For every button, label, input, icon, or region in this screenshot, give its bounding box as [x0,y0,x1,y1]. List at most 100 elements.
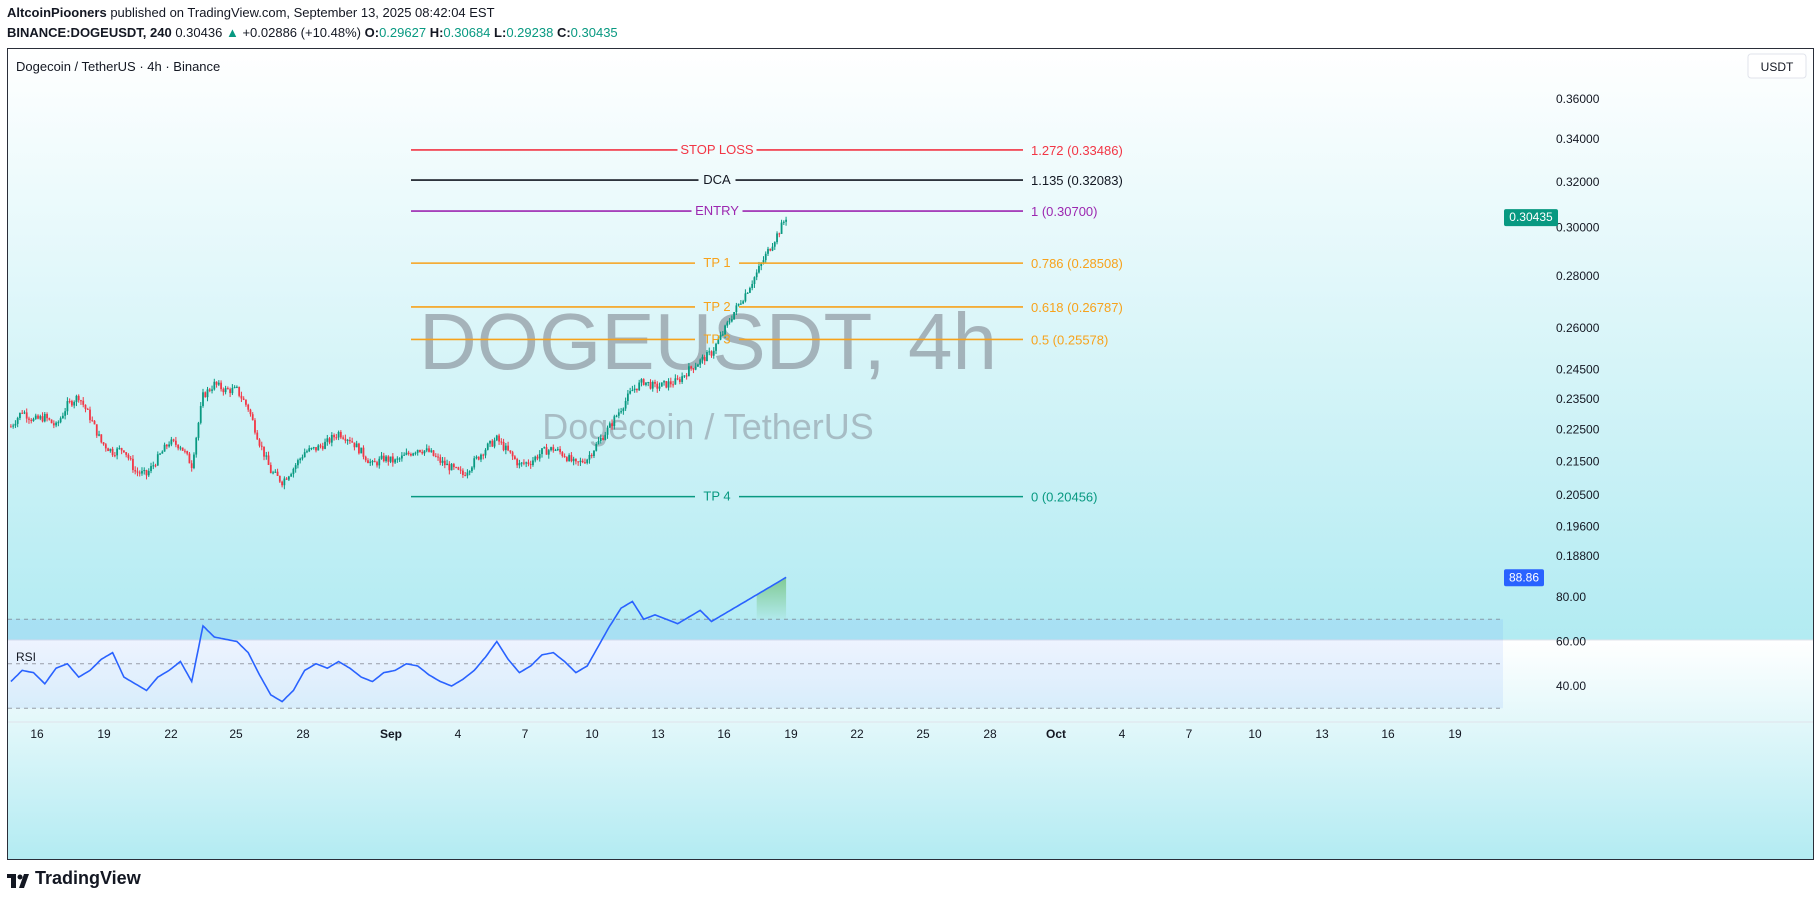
candle-body [572,458,575,462]
candle-body [724,325,726,335]
candle-body [737,303,740,306]
candle-body [640,379,643,383]
candle-body [10,426,12,428]
candle-body [482,454,485,456]
candle-body [41,416,44,422]
main-pane-bg [8,49,1813,640]
rsi-label[interactable]: RSI [16,650,36,664]
chart-frame[interactable]: DOGEUSDT, 4h Dogecoin / TetherUS STOP LO… [7,48,1814,860]
candle-body [287,476,290,480]
candle-body [120,448,123,451]
candle-body [518,463,521,466]
candle-body [771,246,774,251]
candle-body [116,448,119,456]
candle-body [303,452,306,458]
candle-body [473,458,476,468]
candle-body [550,447,552,451]
candle-body [174,440,177,445]
candle-body [642,379,645,385]
candle-body [434,455,437,457]
candle-body [141,471,143,474]
candle-body [742,301,745,304]
candles-layer [10,216,787,490]
candle-body [125,452,128,455]
candle-body [186,451,189,454]
candle-body [480,454,482,460]
chart-canvas[interactable]: DOGEUSDT, 4h Dogecoin / TetherUS STOP LO… [8,49,1814,860]
candle-body [217,382,220,385]
candle-body [577,461,580,463]
candle-body [267,455,270,465]
publish-text: published on TradingView.com, September … [110,5,495,20]
price-axis-label: 0.30000 [1556,220,1600,234]
candle-body [147,471,150,476]
rsi-axis-label: 80.00 [1556,590,1586,604]
candle-body [425,448,428,451]
candle-body [645,382,647,385]
candle-body [541,448,543,455]
candle-body [213,381,216,390]
candle-body [532,460,534,465]
candle-body [373,461,376,463]
candle-body [159,453,161,455]
candle-body [371,461,374,463]
fib-level-value: 1.135 (0.32083) [1031,173,1123,188]
candle-body [251,414,254,421]
candle-body [265,455,268,457]
candle-body [190,463,193,469]
candle-body [669,381,672,385]
candle-body [654,381,656,384]
pane-title: Dogecoin / TetherUS · 4h · Binance [16,59,220,74]
candle-body [500,441,503,443]
candle-body [161,451,164,454]
candle-body [263,446,265,457]
publisher-name[interactable]: AltcoinPiooners [7,5,107,20]
candle-body [649,381,652,389]
rsi-overbought-fill [756,577,787,620]
price-axis-label: 0.23500 [1556,392,1600,406]
time-axis-label: 25 [916,727,930,741]
candle-body [475,456,478,459]
tradingview-logo[interactable]: TradingView [7,868,141,889]
candle-body [575,458,577,462]
rsi-layer [8,576,1503,709]
candle-body [599,437,602,442]
fib-levels-layer[interactable]: STOP LOSS 1.272 (0.33486) DCA 1.135 (0.3208… [411,142,1123,505]
price-axis-label: 0.24500 [1556,363,1600,377]
open-label: O: [364,25,380,40]
candle-body [595,444,598,451]
candle-body [229,389,232,394]
candle-body [708,351,711,353]
candle-body [349,439,351,442]
candle-body [626,393,629,402]
candle-body [590,454,593,457]
candle-body [50,419,53,424]
low-value: 0.29238 [506,25,554,40]
candle-body [150,466,152,472]
time-axis-label: 19 [97,727,111,741]
candle-body [739,303,742,305]
candle-body [556,448,559,451]
brand-name: TradingView [35,868,141,888]
candle-body [19,412,21,418]
candle-body [466,472,469,476]
candle-body [43,413,46,422]
time-axis-label: 28 [296,727,310,741]
candle-body [462,470,464,476]
candle-body [16,417,19,424]
time-axis-label: 16 [30,727,44,741]
currency-button[interactable]: USDT [1747,53,1807,79]
fib-level-value: 0.618 (0.26787) [1031,300,1123,315]
candle-body [95,424,98,436]
candle-body [333,435,335,438]
candle-body [23,412,26,414]
candle-body [156,454,159,466]
candle-body [389,456,392,462]
price-axis-label: 0.32000 [1556,175,1600,189]
candle-body [188,453,191,464]
candle-body [504,445,507,451]
ohlc-header: BINANCE:DOGEUSDT, 240 0.30436 ▲ +0.02886… [7,25,618,40]
candle-body [778,233,781,235]
candle-body [593,450,595,457]
candle-body [272,472,274,474]
